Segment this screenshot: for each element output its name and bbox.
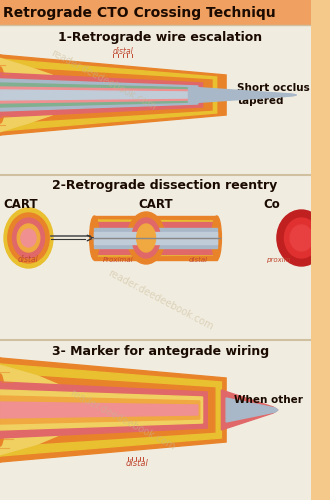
Text: 1-Retrograde wire escalation: 1-Retrograde wire escalation [58,30,262,44]
Polygon shape [0,358,226,462]
Text: Co: Co [263,198,280,210]
Ellipse shape [0,67,5,123]
Text: reader.deedeebook.com: reader.deedeebook.com [68,388,177,452]
Polygon shape [94,222,217,254]
Ellipse shape [277,210,326,266]
Polygon shape [0,374,215,446]
Ellipse shape [0,55,7,135]
Text: Short occlus: Short occlus [237,83,310,93]
Ellipse shape [90,216,99,260]
Ellipse shape [21,229,36,247]
FancyBboxPatch shape [0,175,311,340]
Ellipse shape [137,224,155,252]
Polygon shape [0,364,61,456]
Ellipse shape [0,358,7,462]
Polygon shape [0,73,203,117]
Ellipse shape [290,225,313,251]
FancyBboxPatch shape [0,341,311,500]
FancyBboxPatch shape [0,25,311,175]
Ellipse shape [17,224,40,252]
Ellipse shape [0,374,5,446]
Text: 2-Retrograde dissection reentry: 2-Retrograde dissection reentry [52,178,278,192]
Text: proxim: proxim [266,257,290,263]
Polygon shape [0,364,221,456]
Text: tapered: tapered [237,96,284,106]
Ellipse shape [212,216,221,260]
Polygon shape [94,220,217,229]
Text: distal: distal [112,46,133,56]
Ellipse shape [4,208,53,268]
Ellipse shape [0,73,4,117]
Ellipse shape [284,218,318,258]
Text: reader.deedeebook.com: reader.deedeebook.com [50,48,158,112]
Text: CART: CART [138,198,173,210]
Polygon shape [188,87,297,103]
Ellipse shape [127,212,165,264]
Text: Proximal: Proximal [103,257,133,263]
Text: 3- Marker for antegrade wiring: 3- Marker for antegrade wiring [52,344,269,358]
Polygon shape [0,382,207,438]
Polygon shape [0,402,198,418]
Ellipse shape [0,364,6,456]
Text: distal: distal [125,460,148,468]
Polygon shape [0,87,194,103]
Ellipse shape [0,59,6,131]
Ellipse shape [0,382,4,438]
Polygon shape [94,232,217,244]
Text: distal: distal [188,257,208,263]
Polygon shape [94,228,217,248]
Polygon shape [226,398,278,422]
Ellipse shape [132,218,160,258]
Polygon shape [0,67,212,123]
Polygon shape [0,83,196,107]
Polygon shape [0,79,198,111]
Text: distal: distal [18,256,39,264]
Polygon shape [0,59,217,131]
Text: Retrograde CTO Crossing Techniqu: Retrograde CTO Crossing Techniqu [3,6,276,20]
Text: reader.deedeebook.com: reader.deedeebook.com [106,268,214,332]
Polygon shape [94,216,217,260]
Polygon shape [0,396,200,424]
Polygon shape [94,247,217,256]
Ellipse shape [8,213,49,263]
Polygon shape [0,55,226,135]
FancyBboxPatch shape [0,0,311,25]
Text: CART: CART [4,198,38,210]
Polygon shape [221,390,278,430]
Polygon shape [0,390,203,430]
Text: When other: When other [234,395,303,405]
Polygon shape [0,57,52,133]
Ellipse shape [13,218,45,258]
Polygon shape [0,90,192,100]
